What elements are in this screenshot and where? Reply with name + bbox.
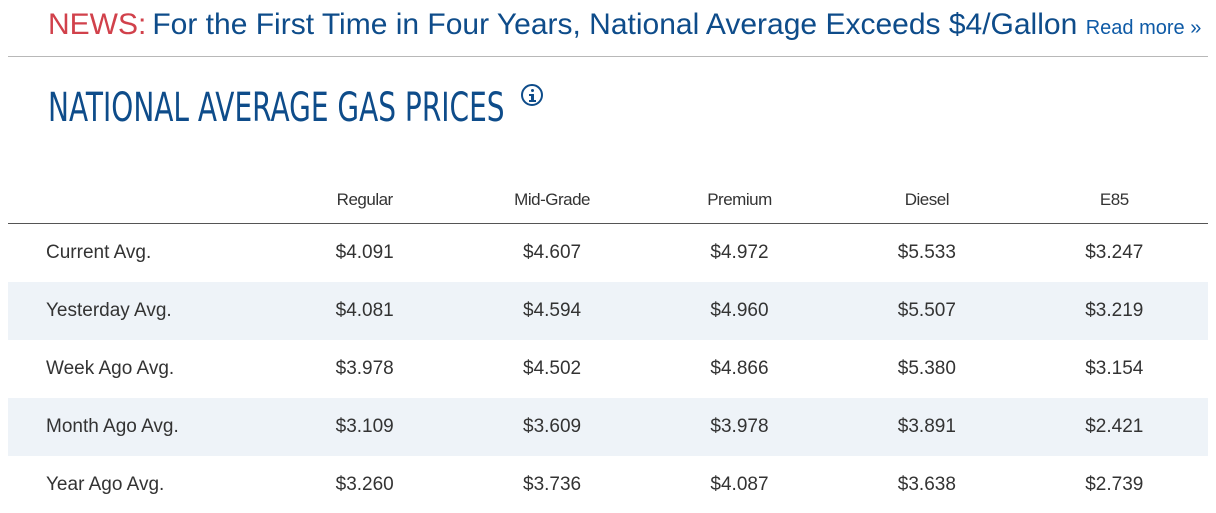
- row-label: Week Ago Avg.: [46, 358, 175, 379]
- table-header-row: Regular Mid-Grade Premium Diesel E85: [8, 176, 1208, 224]
- price-cell: $3.978: [335, 358, 394, 379]
- price-cell: $3.154: [1085, 358, 1144, 379]
- info-icon-base: [528, 100, 536, 102]
- news-headline[interactable]: For the First Time in Four Years, Nation…: [152, 8, 1078, 41]
- price-cell: $3.109: [271, 398, 459, 456]
- price-cell: $3.247: [1085, 242, 1144, 263]
- info-icon-dot: [530, 89, 534, 92]
- price-cell: $4.972: [710, 242, 769, 263]
- price-cell: $3.891: [833, 398, 1021, 456]
- read-more-link[interactable]: Read more »: [1085, 17, 1202, 39]
- price-cell: $4.091: [335, 242, 394, 263]
- table-row: Year Ago Avg. $3.260 $3.736 $4.087 $3.63…: [8, 456, 1208, 513]
- price-cell: $3.736: [523, 474, 582, 495]
- price-cell: $4.502: [523, 358, 582, 379]
- table-row: Month Ago Avg. $3.109 $3.609 $3.978 $3.8…: [8, 398, 1208, 456]
- price-cell: $4.081: [271, 282, 459, 340]
- news-bar: NEWS: For the First Time in Four Years, N…: [48, 7, 1201, 48]
- price-cell: $2.421: [1020, 398, 1208, 456]
- price-cell: $4.594: [458, 282, 646, 340]
- row-label: Yesterday Avg.: [8, 282, 271, 340]
- gas-prices-table: Regular Mid-Grade Premium Diesel E85 Cur…: [8, 176, 1208, 513]
- info-icon[interactable]: [521, 84, 543, 106]
- price-cell: $4.087: [710, 474, 769, 495]
- price-cell: $5.507: [833, 282, 1021, 340]
- news-divider: [8, 56, 1208, 57]
- table-row: Yesterday Avg. $4.081 $4.594 $4.960 $5.5…: [8, 282, 1208, 340]
- column-header-regular: Regular: [271, 176, 459, 224]
- price-cell: $3.219: [1020, 282, 1208, 340]
- column-header-mid-grade: Mid-Grade: [458, 176, 646, 224]
- price-cell: $4.866: [710, 358, 769, 379]
- column-header-premium: Premium: [645, 176, 834, 224]
- price-cell: $4.607: [523, 242, 582, 263]
- price-cell: $4.960: [645, 282, 834, 340]
- price-cell: $3.978: [645, 398, 834, 456]
- row-label: Current Avg.: [46, 242, 152, 263]
- news-label: NEWS:: [48, 8, 147, 41]
- column-header-blank: [8, 176, 271, 224]
- price-cell: $3.609: [458, 398, 646, 456]
- info-icon-stem: [530, 94, 534, 102]
- price-cell: $2.739: [1085, 474, 1144, 495]
- row-label: Year Ago Avg.: [46, 474, 165, 495]
- table-row: Current Avg. $4.091 $4.607 $4.972 $5.533…: [8, 224, 1208, 283]
- table-row: Week Ago Avg. $3.978 $4.502 $4.866 $5.38…: [8, 340, 1208, 398]
- price-cell: $5.380: [897, 358, 956, 379]
- price-cell: $5.533: [897, 242, 956, 263]
- column-header-diesel: Diesel: [833, 176, 1021, 224]
- row-label: Month Ago Avg.: [8, 398, 271, 456]
- column-header-e85: E85: [1020, 176, 1208, 224]
- page-title: NATIONAL AVERAGE GAS PRICES: [48, 85, 505, 131]
- price-cell: $3.638: [897, 474, 956, 495]
- price-cell: $3.260: [335, 474, 394, 495]
